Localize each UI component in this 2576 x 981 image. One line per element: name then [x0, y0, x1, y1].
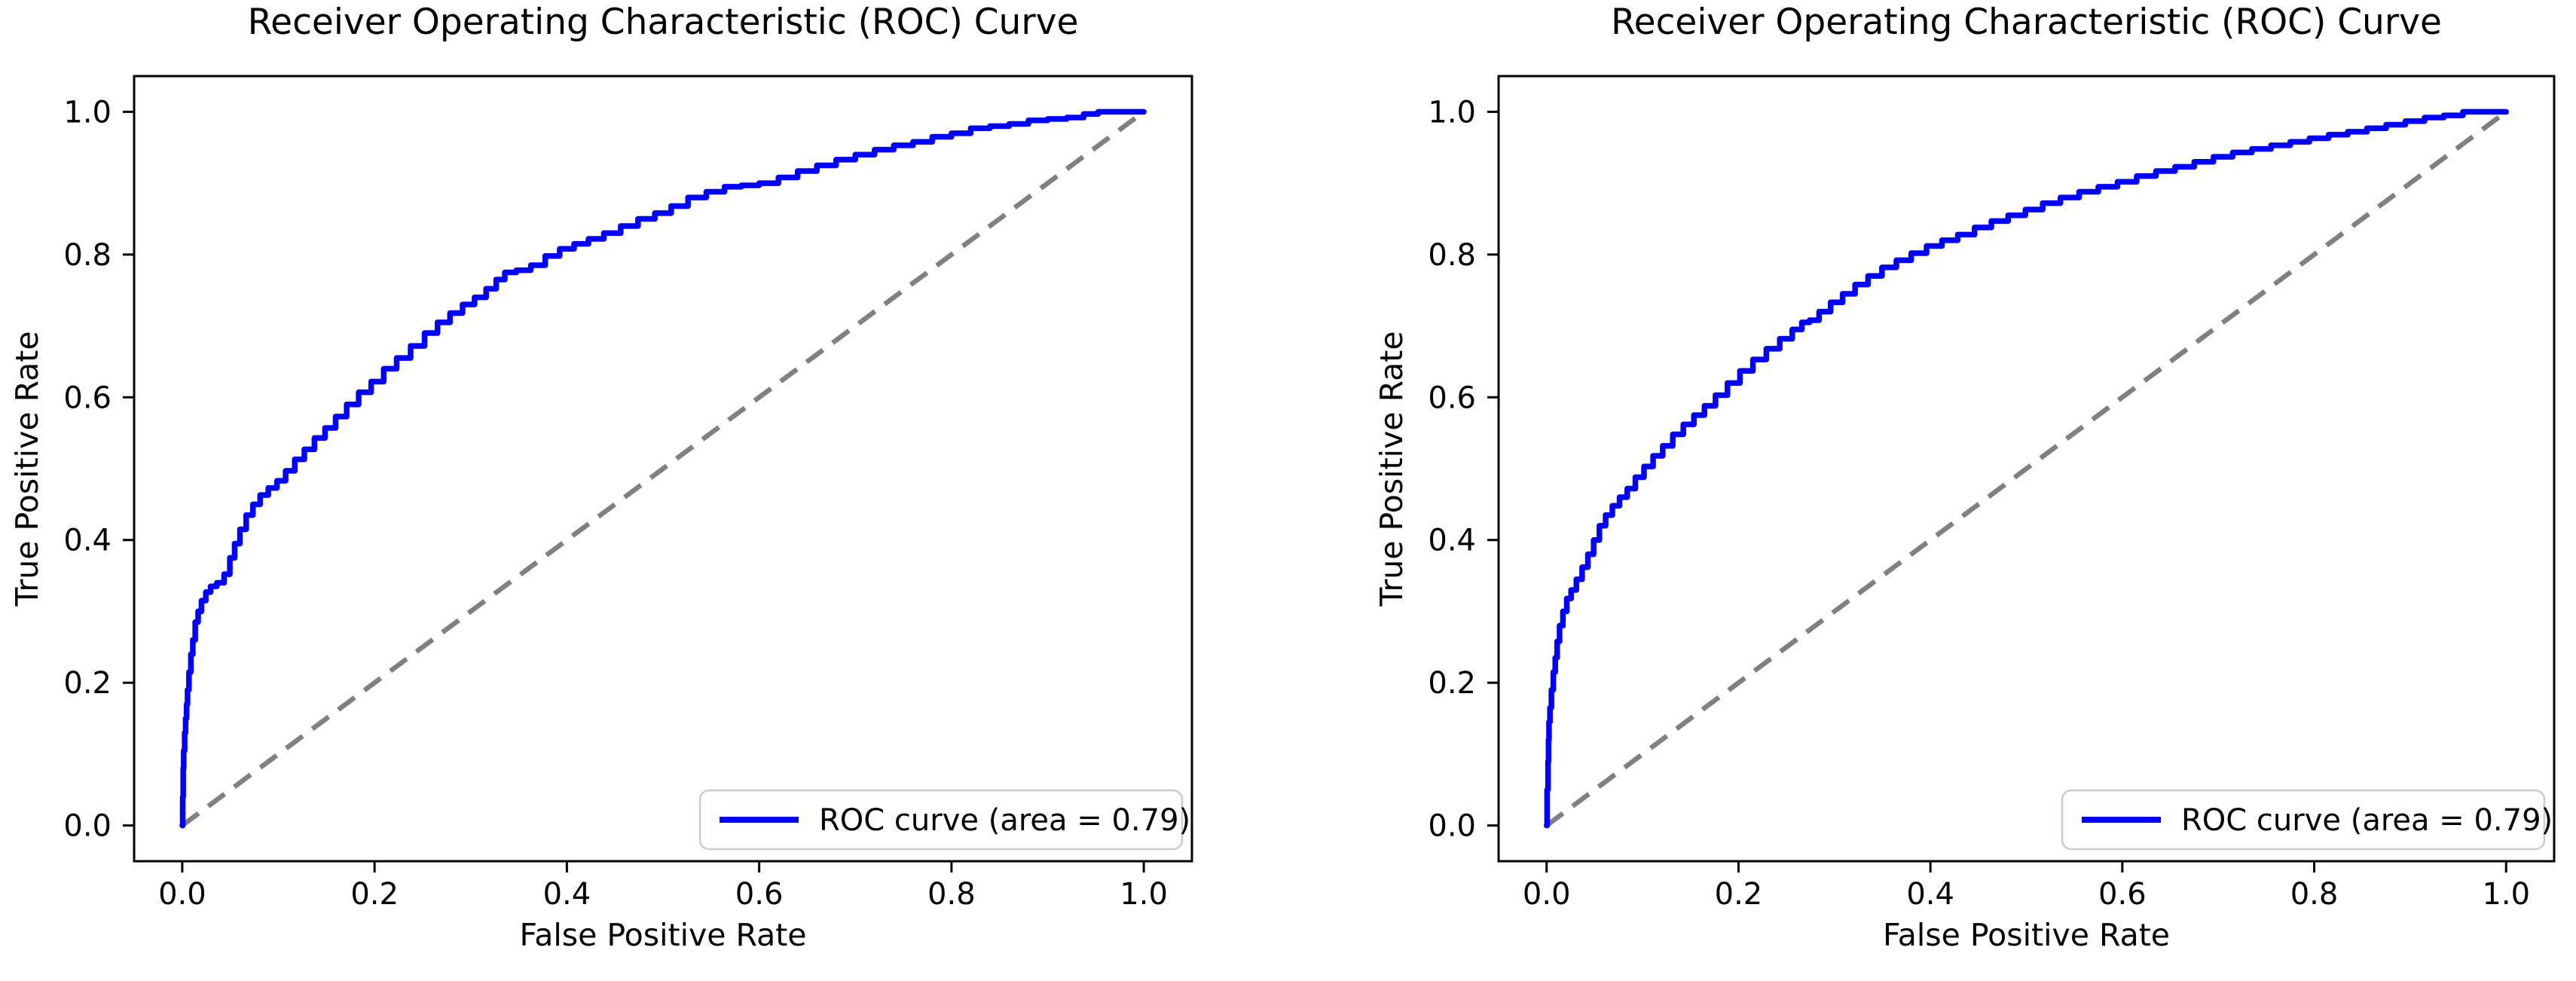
x-tick-label: 0.2: [1715, 877, 1763, 912]
y-tick-label: 1.0: [63, 95, 112, 130]
legend-box: [698, 789, 1184, 851]
y-tick-label: 0.2: [1428, 666, 1476, 701]
x-tick-label: 0.6: [735, 877, 784, 912]
y-tick-label: 0.4: [1428, 524, 1476, 558]
y-tick-label: 0.8: [63, 238, 112, 273]
x-tick-label: 0.8: [2290, 877, 2339, 912]
x-tick-label: 0.4: [543, 877, 591, 912]
chart-title: Receiver Operating Characteristic (ROC) …: [248, 2, 1079, 43]
chance-diagonal-line: [180, 109, 1146, 828]
y-tick-label: 0.2: [63, 666, 112, 701]
x-tick-label: 0.4: [1906, 877, 1954, 912]
y-tick-label: 0.6: [1428, 380, 1476, 415]
legend-box: [2061, 789, 2546, 851]
x-tick-label: 1.0: [2482, 877, 2530, 912]
legend-label: ROC curve (area = 0.79): [2181, 803, 2553, 838]
chance-diagonal-line: [1545, 109, 2508, 828]
roc-curve-line: [179, 108, 1147, 829]
y-tick-label: 0.0: [1428, 809, 1476, 844]
x-tick-label: 0.2: [350, 877, 399, 912]
x-tick-label: 0.0: [1523, 877, 1571, 912]
y-axis-label: True Positive Rate: [9, 331, 45, 607]
y-tick-label: 0.6: [63, 380, 112, 415]
y-tick-label: 0.0: [63, 809, 112, 844]
roc-curve-line: [1544, 108, 2509, 829]
x-axis-label: False Positive Rate: [1883, 917, 2170, 953]
plot-frame: [1497, 75, 2556, 863]
x-tick-label: 0.0: [158, 877, 206, 912]
legend-label: ROC curve (area = 0.79): [819, 803, 1190, 838]
y-tick-label: 0.8: [1428, 238, 1476, 273]
y-tick-label: 1.0: [1428, 95, 1476, 130]
y-tick-label: 0.4: [63, 524, 112, 558]
x-tick-label: 1.0: [1120, 877, 1168, 912]
x-tick-label: 0.6: [2098, 877, 2147, 912]
x-axis-label: False Positive Rate: [519, 917, 806, 953]
chart-title: Receiver Operating Characteristic (ROC) …: [1611, 2, 2442, 43]
y-axis-label: True Positive Rate: [1374, 331, 1410, 607]
plot-frame: [133, 75, 1193, 863]
x-tick-label: 0.8: [927, 877, 976, 912]
